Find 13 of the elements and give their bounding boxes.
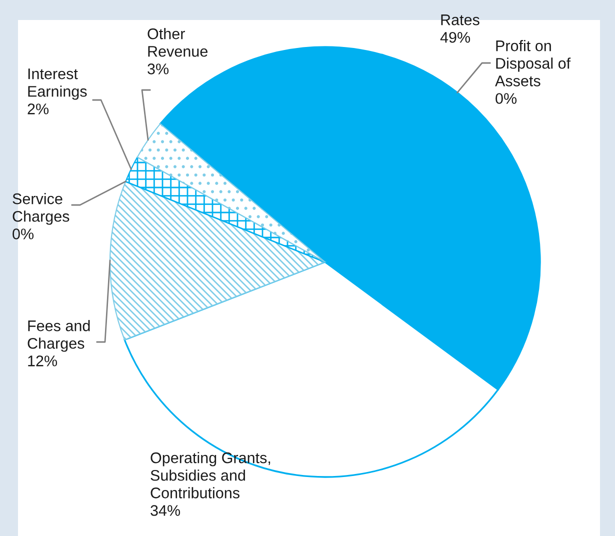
category-label: Profit on Disposal of Assets (495, 40, 571, 86)
slice-label: Fees and Charges (28, 320, 90, 352)
slice-label: Other Revenue (148, 28, 208, 57)
data-label: 3% (148, 64, 169, 74)
legend-label: Service Charges (12, 193, 70, 225)
text: 0% (496, 93, 517, 104)
data-label: 12% (28, 356, 58, 366)
data-label: 34% (150, 505, 180, 516)
slice-label: Interest Earnings (28, 68, 87, 100)
data-label: 2% (28, 104, 49, 114)
text: 0% (12, 228, 34, 240)
data-label: 49% (440, 32, 470, 43)
slice-label: Rates (441, 14, 480, 26)
